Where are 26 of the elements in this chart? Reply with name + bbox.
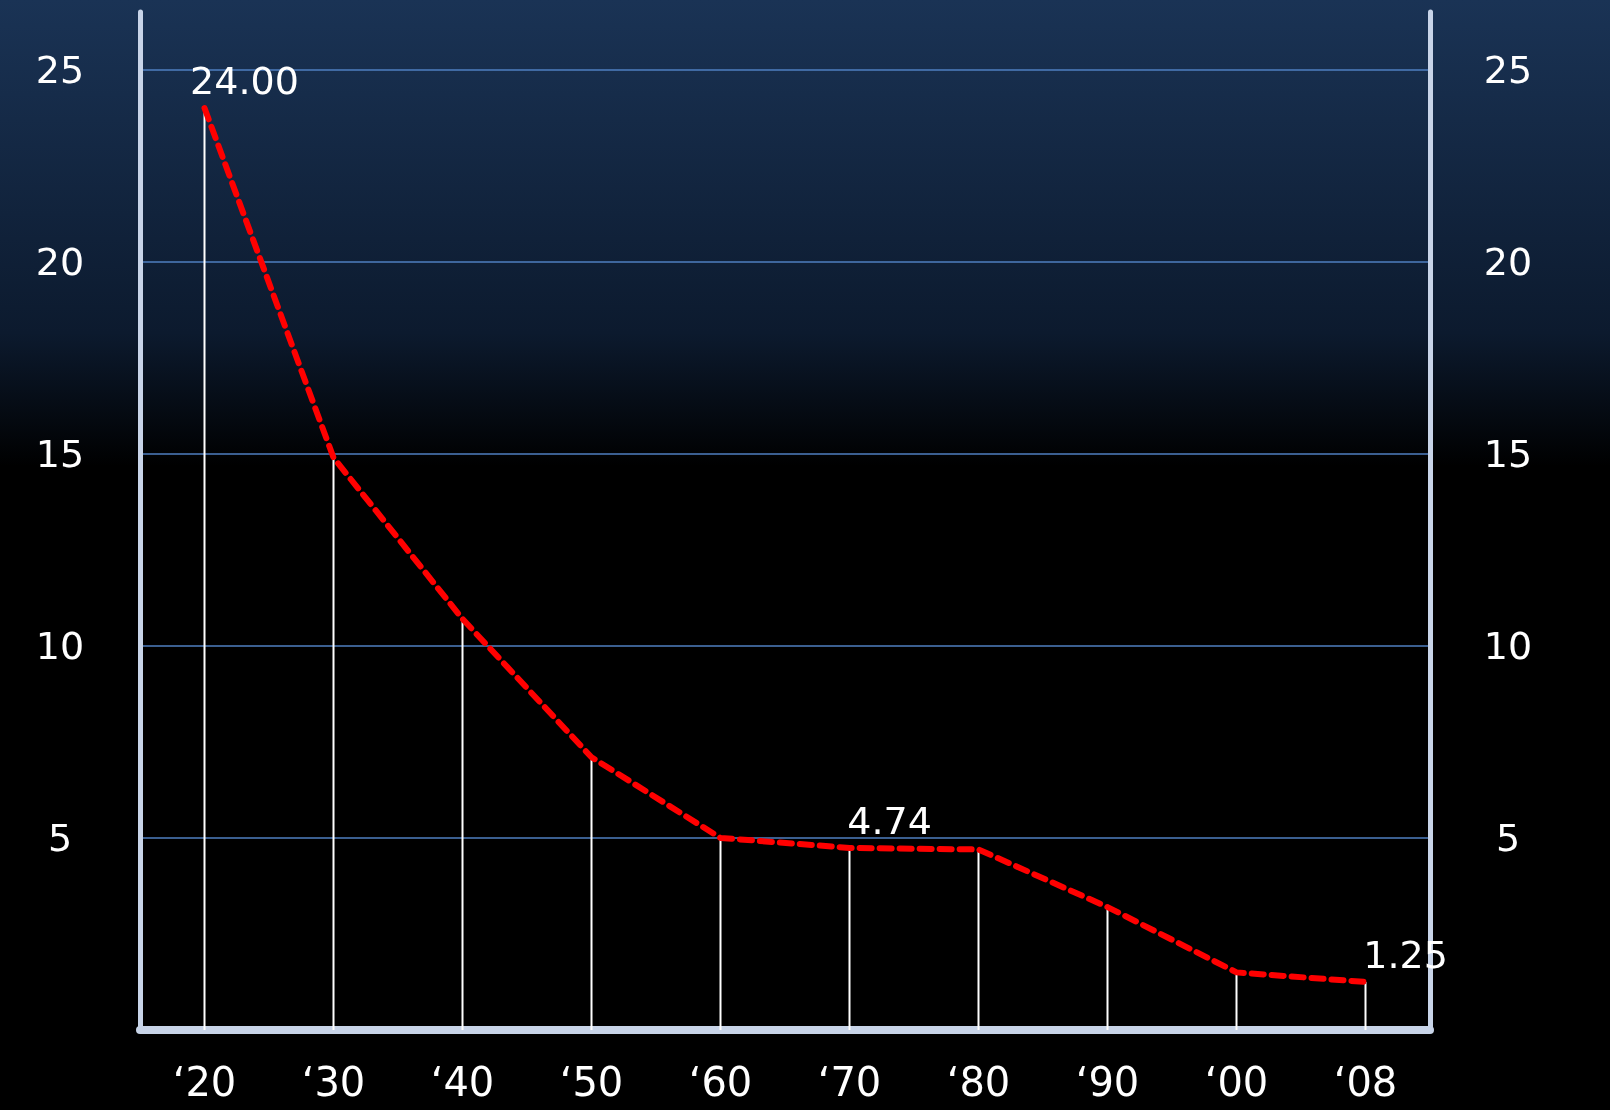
- x-tick-label: ‘70: [817, 1059, 882, 1105]
- x-tick-label: ‘90: [1075, 1059, 1140, 1105]
- x-tick-label: ‘30: [301, 1059, 366, 1105]
- y2-tick-label: 5: [1495, 815, 1521, 860]
- x-tick-label: ‘00: [1204, 1059, 1269, 1105]
- data-label: 24.00: [190, 59, 299, 104]
- y-tick-label: 10: [35, 623, 85, 668]
- x-tick-label: ‘80: [946, 1059, 1011, 1105]
- bar: [332, 457, 335, 1030]
- x-tick-label: ‘40: [430, 1059, 495, 1105]
- x-tick-label: ‘08: [1333, 1059, 1398, 1105]
- x-tick-label: ‘20: [172, 1059, 237, 1105]
- y2-tick-label: 15: [1483, 431, 1533, 476]
- bar: [1235, 972, 1238, 1030]
- y-tick-label: 20: [35, 239, 85, 284]
- data-label: 4.74: [847, 798, 932, 843]
- y-tick-label: 5: [47, 815, 73, 860]
- y2-tick-label: 20: [1483, 239, 1533, 284]
- y-tick-label: 25: [35, 47, 85, 92]
- x-tick-label: ‘50: [559, 1059, 624, 1105]
- y2-tick-label: 25: [1483, 47, 1533, 92]
- bar: [1364, 981, 1367, 1030]
- y-tick-label: 15: [35, 431, 85, 476]
- bar: [1106, 907, 1109, 1030]
- x-tick-label: ‘60: [688, 1059, 753, 1105]
- y2-tick-label: 10: [1483, 623, 1533, 668]
